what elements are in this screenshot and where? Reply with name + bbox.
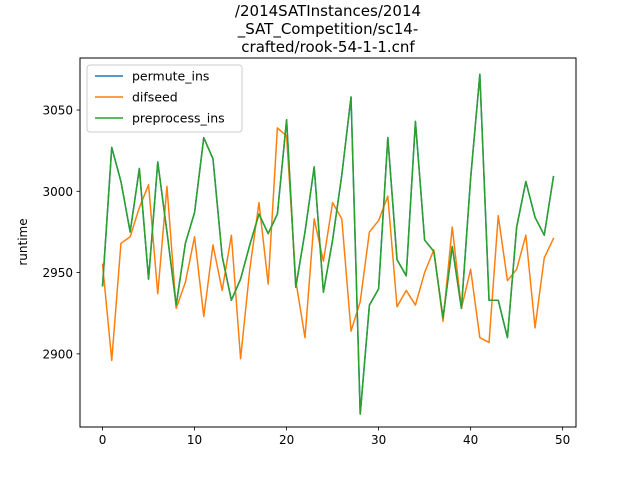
legend-label-permute-ins: permute_ins — [132, 69, 209, 84]
x-tick-label: 10 — [187, 433, 202, 447]
chart-title-line-2: _SAT_Competition/sc14- — [237, 20, 418, 39]
series-line-difseed — [101, 127, 555, 362]
x-tick-label: 40 — [463, 433, 478, 447]
x-tick-label: 30 — [371, 433, 386, 447]
chart-title-line-3: crafted/rook-54-1-1.cnf — [241, 38, 415, 56]
x-axis: 0 10 20 30 40 50 — [99, 427, 570, 447]
legend-box — [86, 64, 243, 133]
x-tick-label: 20 — [279, 433, 294, 447]
series-line-preprocess-ins — [101, 73, 555, 415]
x-tick-label: 0 — [99, 433, 107, 447]
chart-title: /2014SATInstances/2014 _SAT_Competition/… — [235, 2, 421, 56]
y-tick-label: 3000 — [42, 185, 73, 199]
y-axis: 2900 2950 3000 3050 — [42, 104, 80, 361]
y-tick-label: 3050 — [42, 104, 73, 118]
legend-label-difseed: difseed — [132, 90, 178, 105]
y-tick-label: 2950 — [42, 266, 73, 280]
y-axis-label: runtime — [16, 218, 30, 265]
y-tick-label: 2900 — [42, 347, 73, 361]
plot-frame — [79, 57, 577, 428]
plot-series — [101, 73, 555, 415]
x-tick-label: 50 — [555, 433, 570, 447]
chart-title-line-1: /2014SATInstances/2014 — [235, 2, 421, 20]
legend-label-preprocess-ins: preprocess_ins — [132, 111, 225, 126]
